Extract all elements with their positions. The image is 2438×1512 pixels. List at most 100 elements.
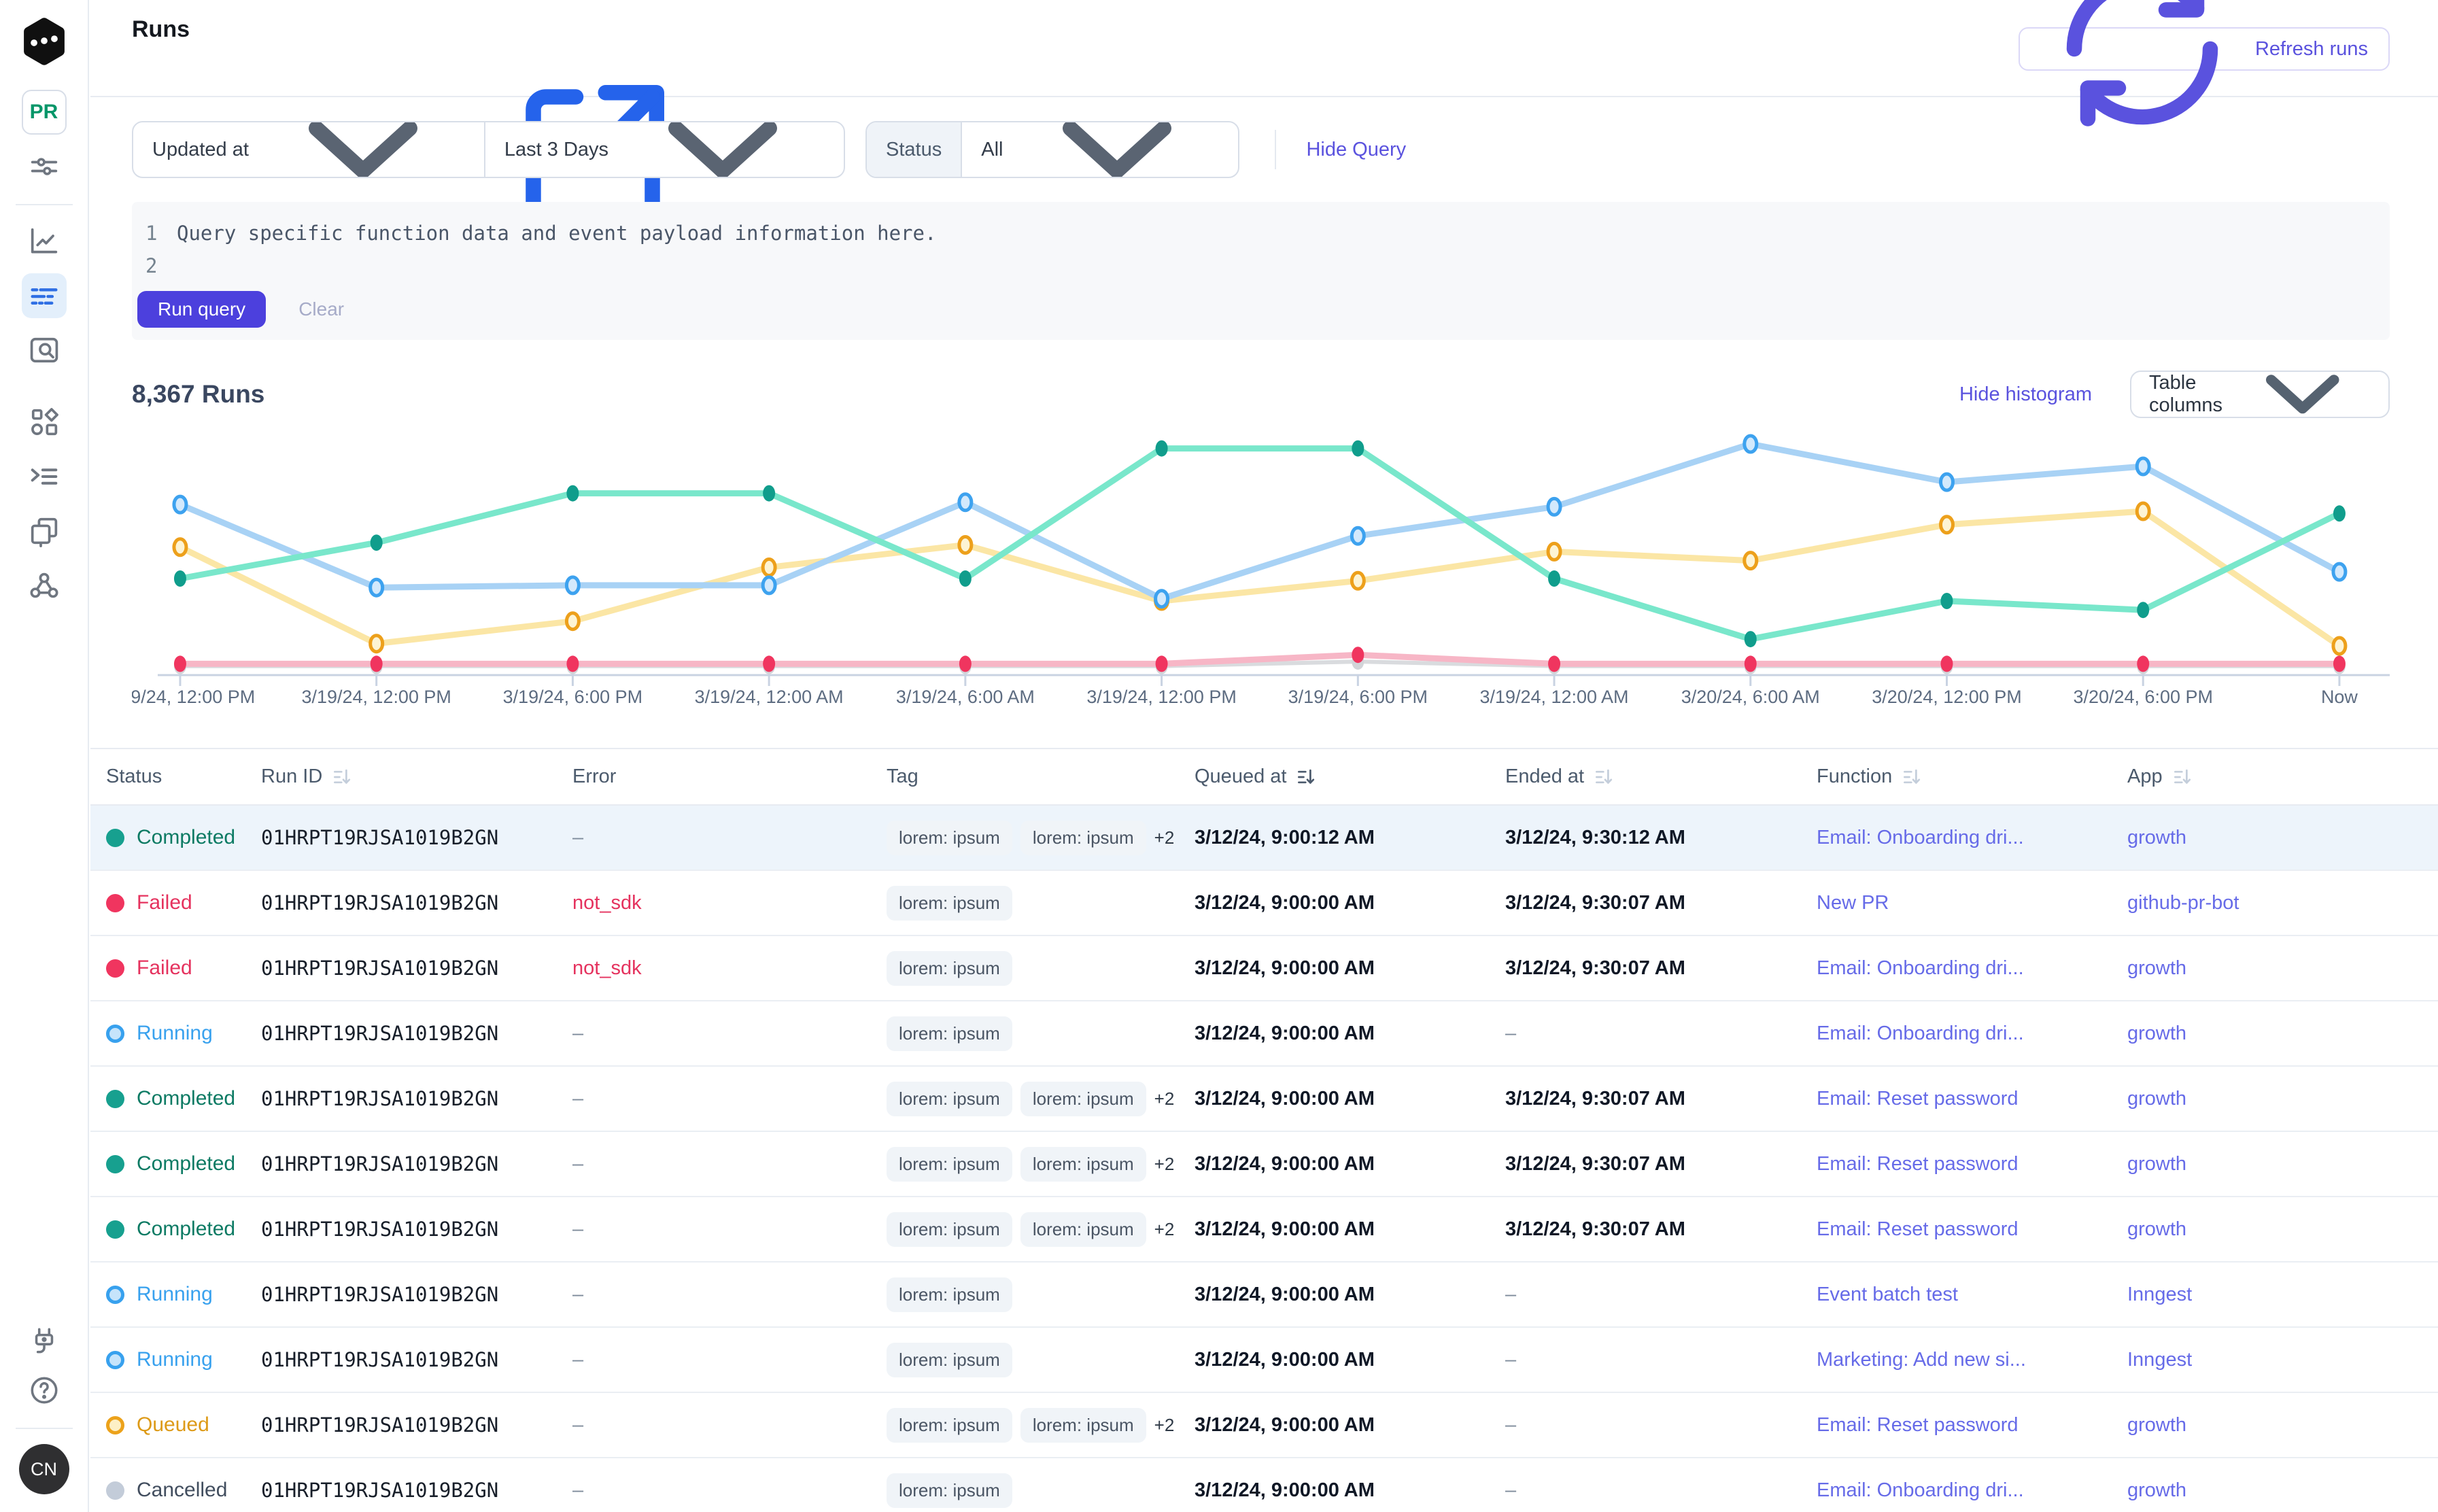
- tag-pill: lorem: ipsum: [887, 1016, 1012, 1051]
- tag-pill: lorem: ipsum: [887, 1081, 1012, 1116]
- hide-histogram-link[interactable]: Hide histogram: [1959, 383, 2092, 405]
- runs-table: Status Run ID Error Tag Queued at Ended at Fun…: [90, 748, 2438, 1512]
- app-link[interactable]: Inngest: [2127, 1348, 2193, 1371]
- clear-query-button[interactable]: Clear: [298, 298, 345, 320]
- function-link[interactable]: Email: Onboarding dri...: [1817, 957, 2024, 979]
- sidebar-item-filters[interactable]: [22, 144, 67, 189]
- run-id: 01HRPT19RJSA1019B2GN: [261, 1022, 499, 1045]
- sidebar-item-runs[interactable]: [21, 273, 67, 318]
- app-link[interactable]: growth: [2127, 1087, 2187, 1110]
- function-link[interactable]: Event batch test: [1817, 1283, 1958, 1305]
- terminal-icon: [27, 459, 62, 494]
- sort-icon[interactable]: [330, 766, 354, 789]
- table-row[interactable]: Completed 01HRPT19RJSA1019B2GN – lorem: ips…: [90, 1132, 2438, 1197]
- page-header: Runs Function runs. Learn more about run…: [90, 0, 2438, 224]
- table-row[interactable]: Running 01HRPT19RJSA1019B2GN – lorem: ipsum…: [90, 1328, 2438, 1393]
- plug-icon: [27, 1324, 61, 1358]
- app-link[interactable]: growth: [2127, 1152, 2187, 1175]
- filter-bar: Updated at Last 3 Days Status All Hide Q: [132, 121, 1406, 178]
- column-header-function[interactable]: Function: [1817, 766, 2127, 789]
- status-filter-dropdown[interactable]: All: [961, 122, 1238, 177]
- function-link[interactable]: Email: Onboarding dri...: [1817, 826, 2024, 848]
- sidebar-item-event-logs[interactable]: [22, 454, 67, 499]
- function-link[interactable]: Email: Reset password: [1817, 1152, 2019, 1175]
- app-link[interactable]: growth: [2127, 1413, 2187, 1436]
- column-header-app[interactable]: App: [2127, 766, 2390, 789]
- table-row[interactable]: Running 01HRPT19RJSA1019B2GN – lorem: ipsum…: [90, 1001, 2438, 1067]
- function-link[interactable]: Email: Reset password: [1817, 1413, 2019, 1436]
- line-number: 1: [145, 222, 158, 245]
- sort-icon[interactable]: [1592, 766, 1615, 789]
- sidebar: PR CN: [0, 0, 89, 1512]
- app-link[interactable]: growth: [2127, 1479, 2187, 1501]
- tag-cell: lorem: ipsum: [887, 1342, 1195, 1377]
- status-label: Completed: [137, 826, 236, 848]
- sidebar-item-apps[interactable]: [22, 400, 67, 445]
- query-line[interactable]: 1 Query specific function data and event …: [132, 217, 2390, 250]
- inngest-logo-icon[interactable]: [18, 15, 71, 68]
- tag-pill: lorem: ipsum: [1020, 1081, 1146, 1116]
- table-row[interactable]: Failed 01HRPT19RJSA1019B2GN not_sdk lorem: …: [90, 871, 2438, 936]
- column-header-ended-at[interactable]: Ended at: [1505, 766, 1817, 789]
- sort-icon[interactable]: [1900, 766, 1923, 789]
- app-link[interactable]: github-pr-bot: [2127, 891, 2239, 914]
- app-link[interactable]: growth: [2127, 1218, 2187, 1240]
- function-link[interactable]: Email: Reset password: [1817, 1218, 2019, 1240]
- column-header-queued-at[interactable]: Queued at: [1195, 766, 1505, 789]
- app-link[interactable]: growth: [2127, 957, 2187, 979]
- ended-at: 3/12/24, 9:30:12 AM: [1505, 826, 1685, 848]
- column-header-run-id[interactable]: Run ID: [261, 766, 572, 789]
- run-query-button[interactable]: Run query: [137, 291, 267, 328]
- function-link[interactable]: Email: Onboarding dri...: [1817, 1479, 2024, 1501]
- table-row[interactable]: Completed 01HRPT19RJSA1019B2GN – lorem: ips…: [90, 806, 2438, 871]
- run-id: 01HRPT19RJSA1019B2GN: [261, 891, 499, 914]
- query-line[interactable]: 2: [132, 250, 2390, 282]
- status-dot-icon: [106, 959, 124, 978]
- table-row[interactable]: Running 01HRPT19RJSA1019B2GN – lorem: ipsum…: [90, 1262, 2438, 1328]
- table-columns-dropdown[interactable]: Table columns: [2130, 371, 2390, 418]
- queued-at: 3/12/24, 9:00:00 AM: [1195, 1413, 1375, 1436]
- tag-pill: lorem: ipsum: [1020, 1146, 1146, 1182]
- tag-more-count: +2: [1154, 1153, 1175, 1174]
- table-row[interactable]: Failed 01HRPT19RJSA1019B2GN not_sdk lorem: …: [90, 936, 2438, 1001]
- workspace-badge[interactable]: PR: [21, 90, 67, 135]
- query-editor[interactable]: 1 Query specific function data and event …: [132, 202, 2390, 340]
- sidebar-item-webhooks[interactable]: [22, 563, 67, 608]
- error-cell: –: [572, 1152, 584, 1175]
- app-link[interactable]: growth: [2127, 1022, 2187, 1044]
- table-row[interactable]: Completed 01HRPT19RJSA1019B2GN – lorem: ips…: [90, 1197, 2438, 1262]
- query-text: Query specific function data and event p…: [177, 222, 937, 245]
- app-link[interactable]: Inngest: [2127, 1283, 2193, 1305]
- sidebar-item-event-search[interactable]: [22, 328, 67, 373]
- sidebar-item-functions[interactable]: [22, 509, 67, 553]
- hide-query-link[interactable]: Hide Query: [1306, 138, 1407, 160]
- sort-icon[interactable]: [2171, 766, 2194, 789]
- table-row[interactable]: Cancelled 01HRPT19RJSA1019B2GN – lorem: ips…: [90, 1458, 2438, 1512]
- status-dot-icon: [106, 1350, 124, 1369]
- function-link[interactable]: New PR: [1817, 891, 1889, 914]
- function-link[interactable]: Marketing: Add new si...: [1817, 1348, 2026, 1371]
- time-range-dropdown[interactable]: Last 3 Days: [483, 122, 844, 177]
- table-row[interactable]: Completed 01HRPT19RJSA1019B2GN – lorem: ips…: [90, 1067, 2438, 1132]
- user-avatar[interactable]: CN: [18, 1444, 69, 1494]
- sidebar-item-integrations[interactable]: [22, 1319, 67, 1364]
- queued-at: 3/12/24, 9:00:00 AM: [1195, 891, 1375, 914]
- table-row[interactable]: Queued 01HRPT19RJSA1019B2GN – lorem: ipsum l…: [90, 1393, 2438, 1458]
- sort-field-dropdown[interactable]: Updated at: [133, 122, 484, 177]
- tag-pill: lorem: ipsum: [1020, 820, 1146, 855]
- function-link[interactable]: Email: Onboarding dri...: [1817, 1022, 2024, 1044]
- sidebar-divider: [15, 1428, 73, 1429]
- refresh-runs-button[interactable]: Refresh runs: [2018, 0, 2390, 126]
- sidebar-divider: [15, 204, 73, 205]
- status-filter-label: Status: [867, 122, 961, 177]
- svg-text:3/20/24, 12:00 PM: 3/20/24, 12:00 PM: [1872, 687, 2021, 707]
- function-link[interactable]: Email: Reset password: [1817, 1087, 2019, 1110]
- sidebar-item-help[interactable]: [22, 1368, 67, 1413]
- queued-at: 3/12/24, 9:00:00 AM: [1195, 1218, 1375, 1240]
- sidebar-item-metrics[interactable]: [22, 219, 67, 264]
- queued-at: 3/12/24, 9:00:00 AM: [1195, 1283, 1375, 1305]
- query-buttons: Run query Clear: [137, 291, 344, 328]
- sort-icon[interactable]: [1294, 766, 1318, 789]
- app-link[interactable]: growth: [2127, 826, 2187, 848]
